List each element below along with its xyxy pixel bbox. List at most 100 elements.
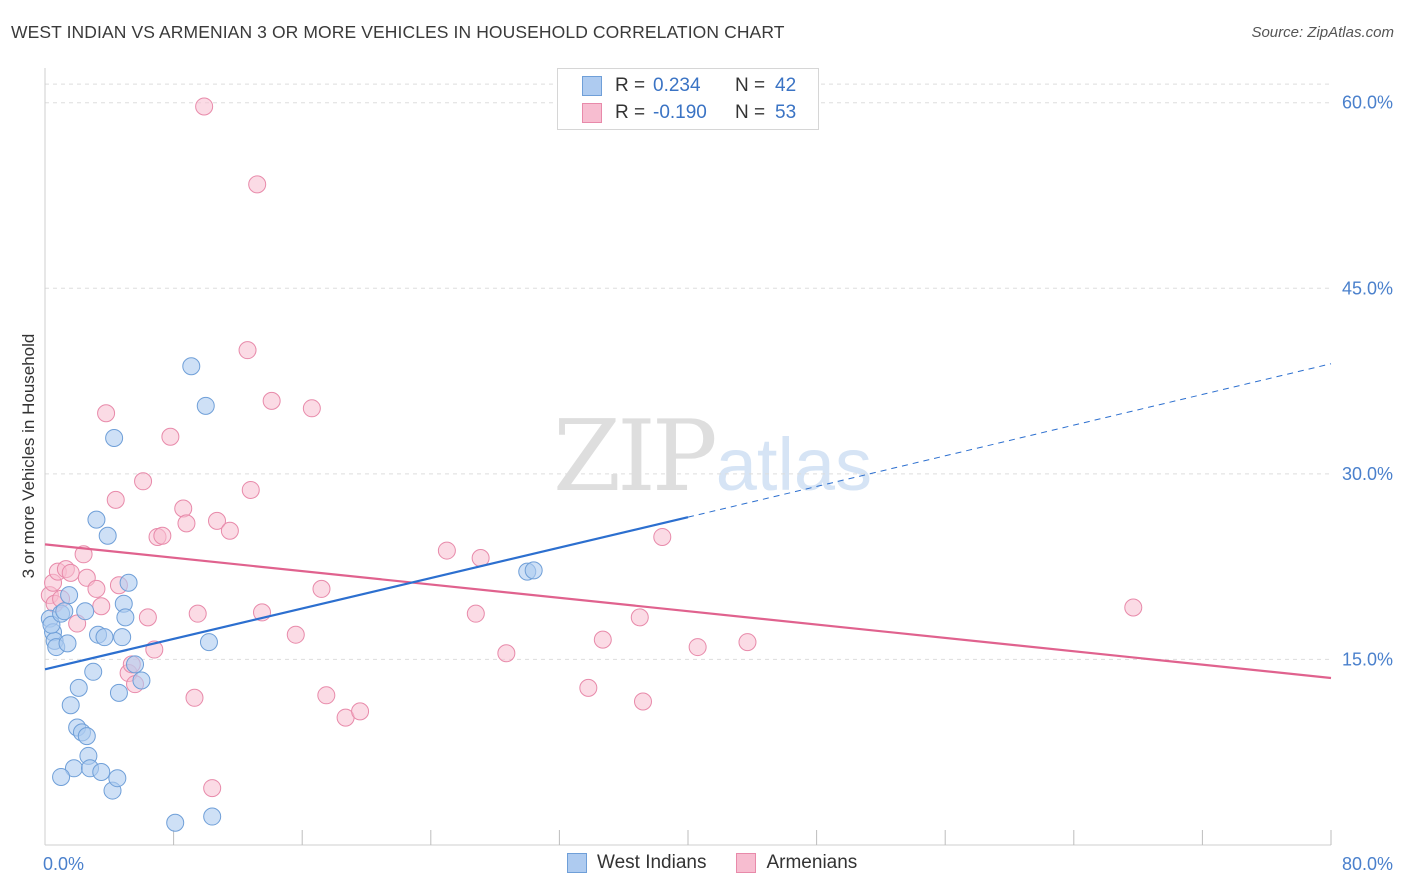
armenians-point: [138, 608, 157, 627]
armenians-trend-line: [44, 543, 1332, 680]
legend-row-west-indians: R = 0.234 N = 42: [582, 73, 796, 99]
x-tick-label-min: 0.0%: [43, 854, 84, 874]
west-indians-point: [203, 807, 222, 826]
legend-n-value: 42: [775, 75, 797, 96]
west-indians-point: [109, 683, 128, 702]
correlation-legend: R = 0.234 N = 42 R = -0.190 N = 53: [557, 68, 819, 130]
chart-title: WEST INDIAN VS ARMENIAN 3 OR MORE VEHICL…: [11, 22, 785, 42]
y-tick-label: 60.0%: [1342, 93, 1393, 113]
armenians-point: [161, 427, 180, 446]
west-indians-point: [105, 428, 124, 447]
legend-r-label: R =: [615, 75, 646, 96]
trend-lines: [44, 363, 1332, 680]
legend-n-label: N =: [735, 102, 766, 123]
west-indians-point: [116, 608, 135, 627]
armenians-point: [312, 579, 331, 598]
west-indians-point: [87, 510, 106, 529]
west-indians-point: [166, 813, 185, 832]
series-legend-armenians-swatch: [736, 853, 757, 873]
legend-row-armenians: R = -0.190 N = 53: [582, 100, 796, 126]
legend-r-value: 0.234: [653, 75, 701, 96]
west-indians-point: [60, 586, 79, 605]
y-axis-label: 3 or more Vehicles in Household: [19, 333, 38, 579]
armenians-point: [195, 97, 214, 116]
west-indians-point: [132, 671, 151, 690]
armenians-point: [437, 541, 456, 560]
y-tick-label: 15.0%: [1342, 649, 1393, 669]
y-tick-label: 30.0%: [1342, 464, 1393, 484]
west-indians-points: [40, 357, 543, 832]
armenians-point: [248, 175, 267, 194]
armenians-point: [302, 399, 321, 418]
legend-n-value: 53: [775, 102, 797, 123]
armenians-point: [241, 480, 260, 499]
armenians-point: [153, 526, 172, 545]
west-indians-point: [95, 628, 114, 647]
armenians-point: [579, 678, 598, 697]
armenians-points: [40, 97, 1143, 798]
armenians-point: [238, 341, 257, 360]
legend-n-label: N =: [735, 75, 766, 96]
armenians-point: [466, 604, 485, 623]
armenians-point: [92, 597, 111, 616]
armenians-point: [351, 702, 370, 721]
west-indians-point: [61, 696, 80, 715]
west-indians-point: [52, 767, 71, 786]
y-tick-label: 45.0%: [1342, 278, 1393, 298]
tick-labels: 15.0% 30.0% 45.0% 60.0% 0.0% 80.0%: [43, 93, 1393, 874]
armenians-point: [633, 692, 652, 711]
west-indians-point: [58, 634, 77, 653]
series-legend-west-indians-swatch: [567, 853, 587, 873]
west-indians-point: [84, 662, 103, 681]
armenians-point: [185, 688, 204, 707]
west-indians-point: [182, 357, 201, 376]
west-indians-point: [98, 526, 117, 545]
armenians-point: [134, 472, 153, 491]
west-indians-point: [92, 763, 111, 782]
armenians-point: [97, 404, 116, 423]
armenians-point: [738, 633, 757, 652]
armenians-point: [593, 630, 612, 649]
series-legend-armenians[interactable]: Armenians: [736, 852, 857, 874]
armenians-point: [74, 545, 93, 564]
armenians-point: [106, 490, 125, 509]
armenians-point: [208, 511, 227, 530]
armenians-point: [87, 579, 106, 598]
west-indians-point: [55, 602, 74, 621]
west-indians-point: [113, 628, 132, 647]
legend-r-label: R =: [615, 102, 646, 123]
armenians-point: [497, 644, 516, 663]
armenians-point: [61, 563, 80, 582]
armenians-point: [220, 521, 239, 540]
west-indians-point: [126, 655, 145, 674]
west-indians-point: [108, 769, 127, 788]
armenians-point: [286, 625, 305, 644]
armenians-point: [688, 638, 707, 657]
west-indians-point: [524, 561, 543, 580]
west-indians-point: [76, 602, 95, 621]
armenians-point: [630, 608, 649, 627]
west-indians-point: [119, 573, 138, 592]
armenians-point: [653, 527, 672, 546]
west-indians-point: [69, 678, 88, 697]
armenians-point: [203, 779, 222, 798]
armenians-point: [188, 604, 207, 623]
west-indians-trend-extension: [687, 363, 1332, 518]
x-tick-label-max: 80.0%: [1342, 854, 1393, 874]
series-legend-west-indians[interactable]: West Indians: [567, 852, 706, 874]
west-indians-point: [196, 396, 215, 415]
legend-r-value: -0.190: [653, 102, 707, 123]
west-indians-point: [199, 633, 218, 652]
series-legend: West Indians Armenians: [567, 852, 887, 874]
legend-swatch-west-indians: [582, 76, 602, 96]
armenians-point: [1124, 598, 1143, 617]
west-indians-trend-line: [44, 516, 689, 671]
armenians-point: [174, 499, 193, 518]
series-legend-armenians-label: Armenians: [766, 852, 858, 873]
armenians-point: [317, 686, 336, 705]
armenians-point: [262, 391, 281, 410]
axis-layer: [44, 68, 1332, 846]
west-indians-point: [77, 727, 96, 746]
